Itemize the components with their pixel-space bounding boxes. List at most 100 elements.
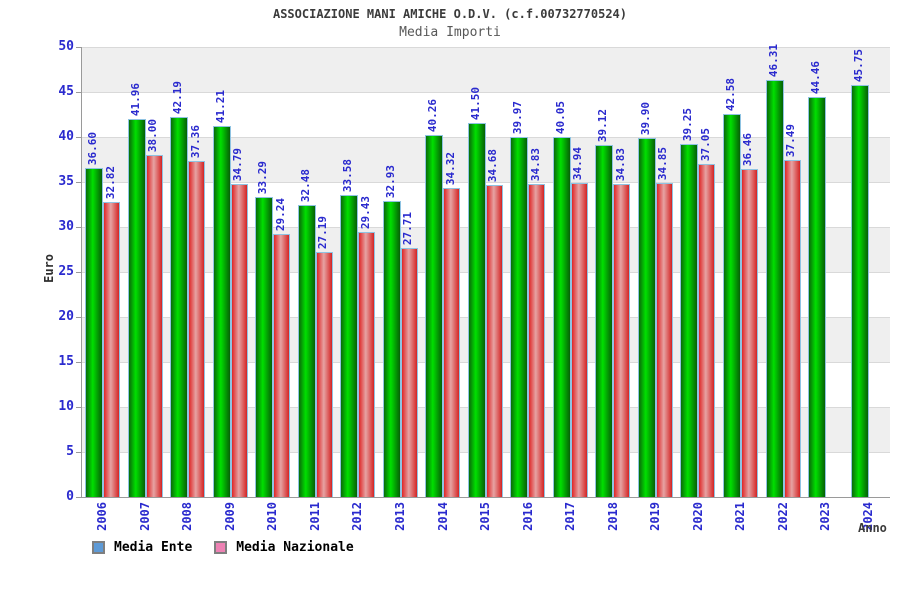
y-axis-tick-marks — [76, 47, 81, 498]
year-label-2018: 2018 — [605, 502, 620, 531]
y-tick-label-0: 0 — [66, 489, 74, 504]
bar-media-nazionale-2014 — [443, 188, 461, 497]
bar-media-nazionale-2020 — [698, 164, 716, 497]
value-label-bar-media-nazionale-2018: 34.83 — [613, 147, 627, 181]
bar-group-2022: 46.31 37.49 — [763, 44, 806, 497]
bar-group-2012: 33.58 29.43 — [337, 47, 380, 497]
value-label-bar-media-ente-2019: 39.90 — [638, 101, 652, 135]
legend-label-media-ente: Media Ente — [114, 540, 193, 555]
value-label-bar-media-ente-2007: 41.96 — [128, 82, 142, 116]
bar-media-ente-2014 — [425, 135, 444, 497]
bar-media-ente-2013 — [382, 201, 401, 497]
value-label-bar-media-nazionale-2020: 37.05 — [698, 127, 712, 161]
value-label-bar-media-nazionale-2009: 34.79 — [231, 147, 245, 181]
value-label-bar-media-ente-2018: 39.12 — [596, 108, 610, 142]
bar-group-2015: 41.50 34.68 — [465, 47, 508, 497]
bar-media-ente-2010 — [255, 197, 274, 497]
bar-media-nazionale-2015 — [485, 185, 503, 497]
bar-media-ente-2011 — [297, 205, 316, 497]
bar-group-2006: 36.60 32.82 — [82, 47, 125, 497]
x-axis-title: Anno — [858, 521, 887, 535]
value-label-bar-media-ente-2010: 33.29 — [256, 160, 270, 194]
value-label-bar-media-ente-2023: 44.46 — [809, 60, 823, 94]
y-tick-label-10: 10 — [58, 399, 74, 414]
bar-media-nazionale-2013 — [400, 248, 418, 497]
value-label-bar-media-nazionale-2007: 38.00 — [146, 118, 160, 152]
year-label-2020: 2020 — [690, 502, 705, 531]
bar-group-2017: 40.05 34.94 — [550, 47, 593, 497]
bar-media-nazionale-2006 — [103, 202, 120, 497]
y-tick-label-5: 5 — [66, 444, 74, 459]
bar-group-2011: 32.48 27.19 — [295, 47, 338, 497]
value-label-bar-media-ente-2017: 40.05 — [553, 100, 567, 134]
year-label-2023: 2023 — [818, 502, 833, 531]
value-label-bar-media-nazionale-2010: 29.24 — [273, 197, 287, 231]
value-label-bar-media-nazionale-2022: 37.49 — [784, 123, 797, 157]
value-label-bar-media-nazionale-2016: 34.83 — [528, 147, 542, 181]
value-label-bar-media-ente-2006: 36.60 — [86, 131, 99, 165]
bar-media-ente-2021 — [722, 114, 741, 497]
bar-media-ente-2022 — [765, 80, 784, 497]
bar-group-2016: 39.97 34.83 — [507, 47, 550, 497]
year-label-2006: 2006 — [95, 502, 110, 531]
year-label-2017: 2017 — [563, 502, 578, 531]
y-tick-label-40: 40 — [58, 129, 74, 144]
value-label-bar-media-ente-2013: 32.93 — [383, 164, 397, 198]
bar-group-2024: 45.75 — [848, 47, 891, 497]
bar-group-2014: 40.26 34.32 — [422, 47, 465, 497]
bar-group-2008: 42.19 37.36 — [167, 47, 210, 497]
bar-media-ente-2016 — [510, 137, 529, 497]
year-label-2010: 2010 — [265, 502, 280, 531]
bar-media-nazionale-2021 — [740, 169, 758, 497]
bar-group-2007: 41.96 38.00 — [125, 47, 168, 497]
year-label-2021: 2021 — [733, 502, 748, 531]
year-label-2011: 2011 — [307, 502, 322, 531]
year-label-2012: 2012 — [350, 502, 365, 531]
value-label-bar-media-ente-2012: 33.58 — [341, 158, 355, 192]
bar-media-nazionale-2007 — [145, 155, 163, 497]
bar-media-ente-2023 — [808, 97, 827, 497]
bar-group-2009: 41.21 34.79 — [210, 47, 253, 497]
value-label-bar-media-nazionale-2011: 27.19 — [316, 215, 330, 249]
y-tick-label-30: 30 — [58, 219, 74, 234]
value-label-bar-media-nazionale-2021: 36.46 — [741, 132, 755, 166]
year-label-2013: 2013 — [392, 502, 407, 531]
bar-group-2013: 32.93 27.71 — [380, 47, 423, 497]
bar-media-ente-2020 — [680, 144, 699, 497]
bar-media-nazionale-2017 — [570, 183, 588, 497]
bar-media-ente-2015 — [467, 123, 486, 497]
bar-media-nazionale-2019 — [655, 183, 673, 497]
legend-swatch-media-ente — [92, 541, 105, 554]
bar-media-nazionale-2010 — [273, 234, 291, 497]
legend-label-media-nazionale: Media Nazionale — [236, 540, 354, 555]
bar-media-nazionale-2009 — [230, 184, 248, 497]
bar-media-ente-2012 — [340, 195, 359, 497]
bar-media-nazionale-2018 — [613, 184, 631, 497]
value-label-bar-media-nazionale-2013: 27.71 — [401, 211, 415, 245]
bar-media-ente-2019 — [637, 138, 656, 497]
value-label-bar-media-ente-2021: 42.58 — [723, 77, 737, 111]
year-label-2014: 2014 — [435, 502, 450, 531]
bar-group-2020: 39.25 37.05 — [677, 47, 720, 497]
y-axis-title: Euro — [42, 254, 56, 283]
value-label-bar-media-nazionale-2008: 37.36 — [188, 124, 202, 158]
bar-media-nazionale-2012 — [358, 232, 376, 497]
y-tick-label-50: 50 — [58, 39, 74, 54]
value-label-bar-media-ente-2014: 40.26 — [426, 98, 440, 132]
bar-media-ente-2018 — [595, 145, 614, 497]
year-label-2019: 2019 — [648, 502, 663, 531]
bar-media-nazionale-2011 — [315, 252, 333, 497]
bar-series-container: 36.60 32.82 41.96 38.00 42.19 37.36 41.21 34.79… — [82, 44, 891, 497]
bar-group-2023: 44.46 — [805, 47, 848, 497]
bar-media-ente-2009 — [212, 126, 231, 497]
bar-media-ente-2006 — [85, 168, 103, 497]
chart-legend: Media Ente Media Nazionale — [92, 540, 354, 555]
bar-media-ente-2008 — [170, 117, 189, 497]
year-label-2007: 2007 — [137, 502, 152, 531]
value-label-bar-media-nazionale-2019: 34.85 — [656, 146, 670, 180]
bar-group-2010: 33.29 29.24 — [252, 47, 295, 497]
plot-area: 36.60 32.82 41.96 38.00 42.19 37.36 41.21 34.79… — [81, 44, 891, 498]
year-label-2008: 2008 — [180, 502, 195, 531]
year-label-2009: 2009 — [222, 502, 237, 531]
value-label-bar-media-nazionale-2014: 34.32 — [443, 151, 457, 185]
